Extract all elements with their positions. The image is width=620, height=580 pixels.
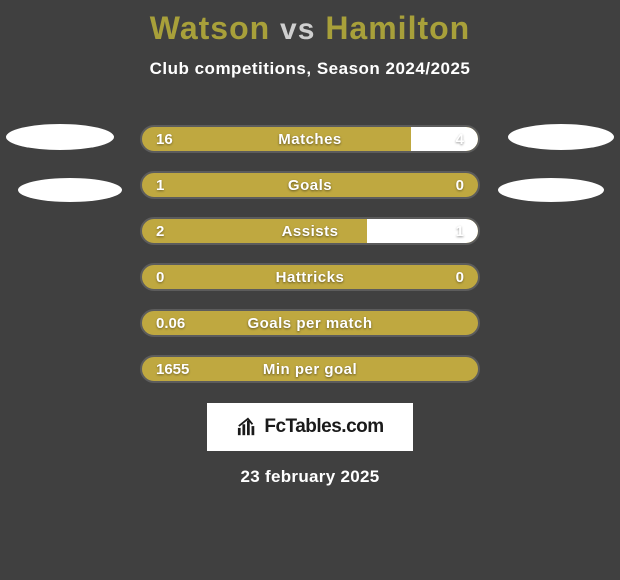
logo-text: FcTables.com [264,416,383,438]
stat-right-value: 1 [456,219,464,243]
stat-row: 0.06Goals per match [140,309,480,337]
stat-row: 1655Min per goal [140,355,480,383]
stat-row: 0Hattricks0 [140,263,480,291]
comparison-title: Watson vs Hamilton [0,0,620,47]
stat-label: Assists [142,219,478,243]
title-right: Hamilton [325,10,470,46]
stat-label: Goals per match [142,311,478,335]
date-label: 23 february 2025 [0,467,620,487]
subtitle: Club competitions, Season 2024/2025 [0,59,620,79]
stat-label: Min per goal [142,357,478,381]
stat-row: 1Goals0 [140,171,480,199]
decorative-ellipse [18,178,122,202]
fctables-logo: FcTables.com [207,403,413,451]
stat-row: 16Matches4 [140,125,480,153]
stat-rows: 16Matches41Goals02Assists10Hattricks00.0… [0,125,620,383]
decorative-ellipse [6,124,114,150]
stat-label: Goals [142,173,478,197]
stat-label: Matches [142,127,478,151]
chart-icon [236,417,258,437]
stat-right-value: 4 [456,127,464,151]
title-vs: vs [280,13,315,46]
decorative-ellipse [508,124,614,150]
decorative-ellipse [498,178,604,202]
stat-row: 2Assists1 [140,217,480,245]
title-left: Watson [150,10,270,46]
stat-right-value: 0 [456,173,464,197]
stat-label: Hattricks [142,265,478,289]
stat-right-value: 0 [456,265,464,289]
